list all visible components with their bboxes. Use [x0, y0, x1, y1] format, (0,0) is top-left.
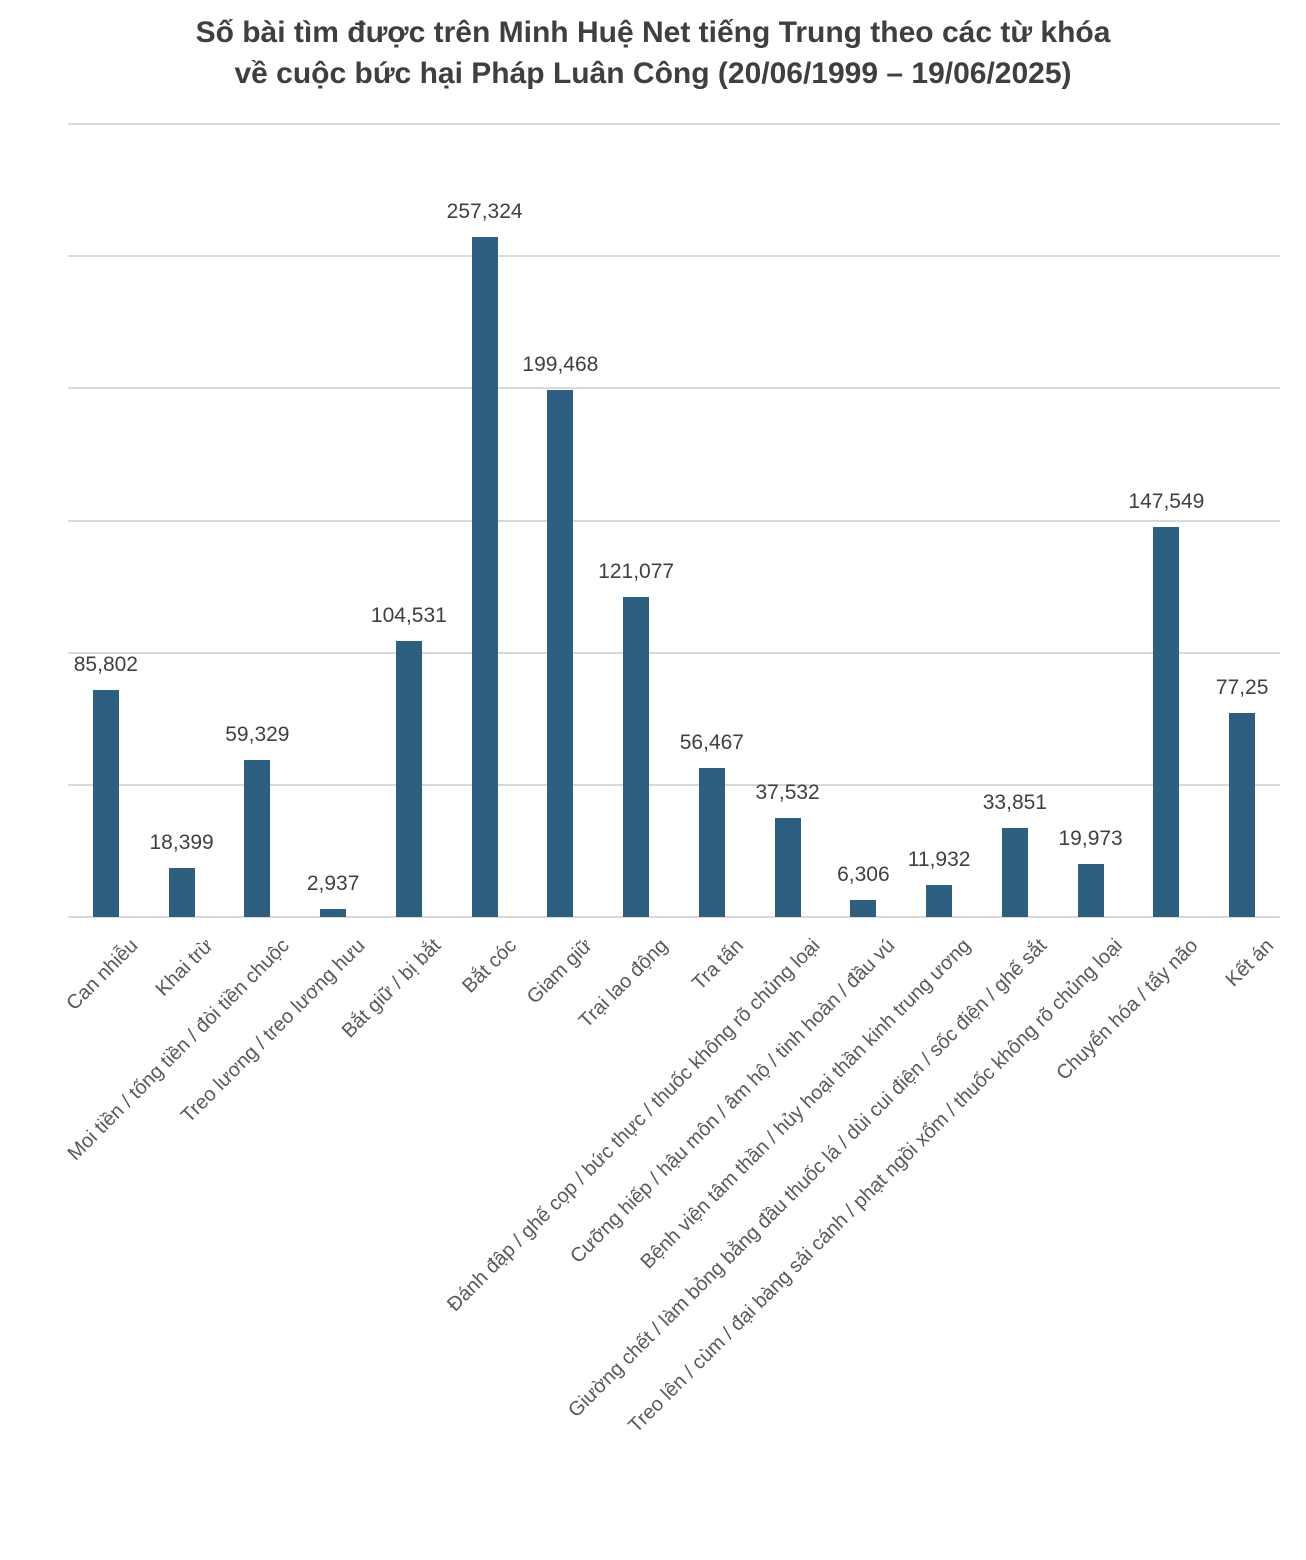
- x-axis-label: Kết án: [1221, 934, 1279, 992]
- bar: [92, 690, 119, 917]
- bar-value-label: 199,468: [522, 352, 599, 376]
- bar-value-label: 11,932: [907, 848, 971, 872]
- bar: [168, 868, 195, 917]
- chart-title: Số bài tìm được trên Minh Huệ Net tiếng …: [0, 12, 1306, 94]
- bar-value-label: 104,531: [370, 603, 447, 627]
- x-axis-label: Can nhiễu: [62, 934, 143, 1015]
- bar: [1153, 526, 1180, 917]
- bar-value-label: 77,25: [1215, 675, 1269, 699]
- bar-value-label: 85,802: [73, 653, 138, 677]
- gridline: [68, 783, 1280, 786]
- bar-value-label: 121,077: [598, 559, 675, 583]
- bar: [320, 909, 347, 917]
- bar-value-label: 18,399: [149, 831, 214, 855]
- x-axis-label: Tra tấn: [688, 934, 749, 995]
- bar-value-label: 37,532: [755, 780, 820, 804]
- bar: [395, 640, 422, 917]
- x-axis-label: Giam giữ: [522, 934, 597, 1009]
- bar: [698, 767, 725, 917]
- bar-value-label: 59,329: [225, 723, 290, 747]
- bar-value-label: 6,306: [837, 863, 890, 887]
- bar-value-label: 19,973: [1058, 827, 1123, 851]
- bar: [547, 389, 574, 917]
- bar-value-label: 56,467: [679, 730, 744, 754]
- bar: [850, 900, 877, 917]
- x-axis-label: Khai trừ: [151, 934, 218, 1001]
- bar-value-label: 33,851: [982, 790, 1047, 814]
- gridline: [68, 519, 1280, 522]
- bar: [1001, 827, 1028, 917]
- bar: [623, 596, 650, 917]
- x-axis-label: Bắt cóc: [458, 934, 521, 998]
- gridline: [68, 651, 1280, 654]
- bar-value-label: 257,324: [446, 199, 523, 223]
- bar: [926, 885, 953, 917]
- chart-title-line2: về cuộc bức hại Pháp Luân Công (20/06/19…: [234, 57, 1072, 90]
- x-axis-label: Treo lên / cùm / đại bàng sải cánh / phạ…: [624, 934, 1127, 1438]
- bar: [774, 817, 801, 917]
- bar-value-label: 2,937: [306, 872, 360, 896]
- gridline: [68, 387, 1280, 390]
- x-axis-label: Giường chết / làm bỏng bằng đầu thuốc lá…: [563, 934, 1052, 1422]
- bar: [1229, 712, 1256, 917]
- bar: [244, 760, 271, 917]
- bar: [1077, 864, 1104, 917]
- gridline: [68, 916, 1280, 918]
- x-axis-label: Bệnh viện tâm thần / hủy hoại thần kinh …: [636, 934, 976, 1274]
- x-axis-label: Chuyển hóa / tẩy não: [1052, 934, 1203, 1085]
- bar-value-label: 147,549: [1128, 489, 1205, 513]
- gridline: [68, 255, 1280, 258]
- chart-title-line1: Số bài tìm được trên Minh Huệ Net tiếng …: [195, 16, 1111, 49]
- gridline: [68, 123, 1280, 125]
- bar: [471, 236, 498, 917]
